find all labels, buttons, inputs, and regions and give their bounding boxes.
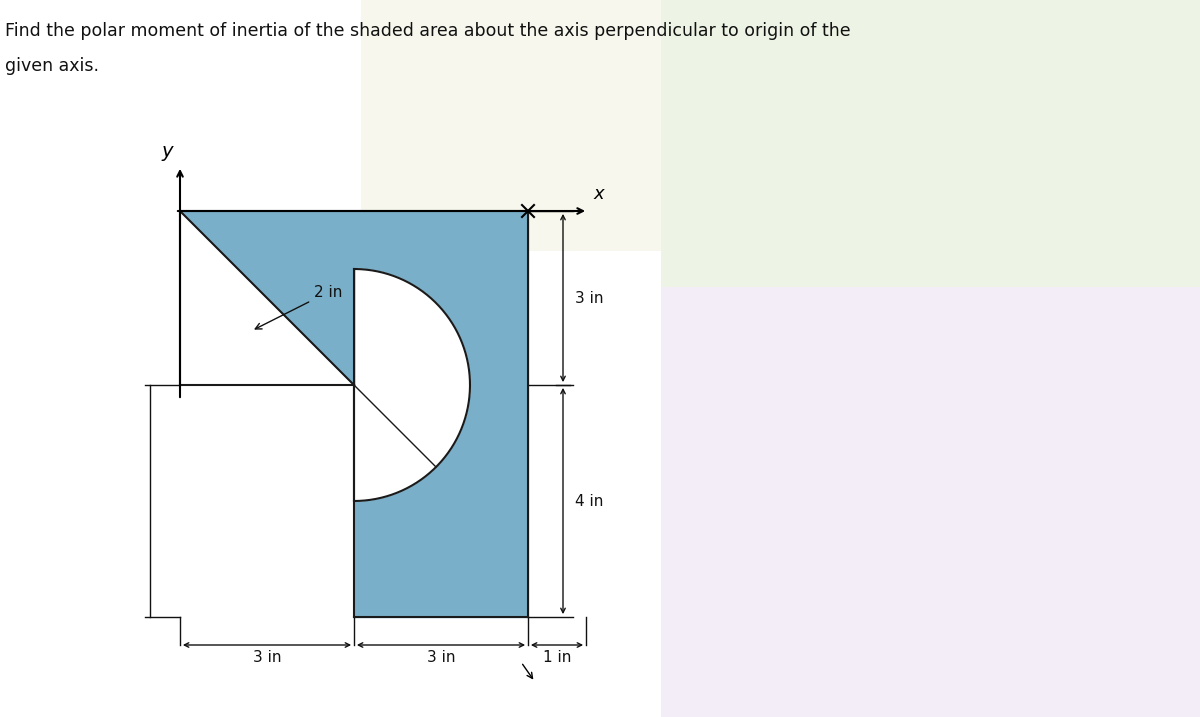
Text: 3 in: 3 in — [575, 290, 604, 305]
Text: 4 in: 4 in — [575, 493, 604, 508]
Text: 2 in: 2 in — [256, 285, 342, 329]
Text: Find the polar moment of inertia of the shaded area about the axis perpendicular: Find the polar moment of inertia of the … — [5, 22, 851, 40]
Text: y: y — [161, 142, 173, 161]
Text: 3 in: 3 in — [253, 650, 281, 665]
Text: given axis.: given axis. — [5, 57, 98, 75]
Polygon shape — [354, 269, 470, 501]
Polygon shape — [180, 211, 354, 385]
Polygon shape — [354, 211, 528, 617]
Text: x: x — [593, 185, 604, 203]
Text: 3 in: 3 in — [427, 650, 455, 665]
Text: 1 in: 1 in — [542, 650, 571, 665]
